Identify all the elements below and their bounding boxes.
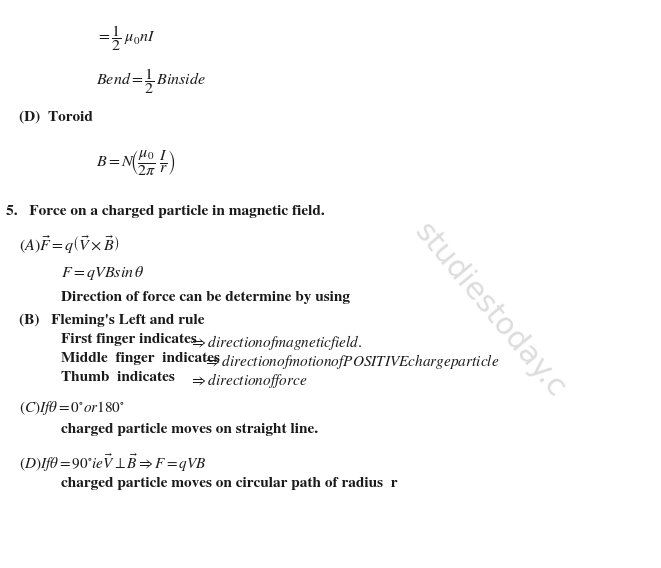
Text: $(A)   \vec{F} = q\left(\vec{V}\times\vec{B}\right)$: $(A) \vec{F} = q\left(\vec{V}\times\vec{… [19,233,120,256]
Text: (D)  Toroid: (D) Toroid [19,111,93,124]
Text: Middle  finger  indicates: Middle finger indicates [61,352,220,365]
Text: studiestoday.c: studiestoday.c [408,217,570,403]
Text: $(C)   If \theta = 0^{\circ} or 180^{\circ}$: $(C) If \theta = 0^{\circ} or 180^{\circ… [19,399,126,417]
Text: Thumb  indicates: Thumb indicates [61,370,175,383]
Text: First finger indicates: First finger indicates [61,333,197,346]
Text: (B)   Fleming's Left and rule: (B) Fleming's Left and rule [19,314,205,327]
Text: $F = qVB sin\,\theta$: $F = qVB sin\,\theta$ [61,264,145,282]
Text: $\Rightarrow direction of motion of  POSITIVE  charge particle$: $\Rightarrow direction of motion of POSI… [202,352,499,371]
Text: $\Rightarrow direction of force$: $\Rightarrow direction of force$ [188,370,307,390]
Text: $\Rightarrow direction of magnetic field.$: $\Rightarrow direction of magnetic field… [188,333,362,352]
Text: $(D)   If \theta = 90^{\circ} ie \vec{V}\perp\vec{B}\Rightarrow F = qVB$: $(D) If \theta = 90^{\circ} ie \vec{V}\p… [19,452,207,474]
Text: Direction of force can be determine by using: Direction of force can be determine by u… [61,291,350,304]
Text: $B = N\!\left(\dfrac{\mu_0}{2\pi}\;\dfrac{I}{r}\right)$: $B = N\!\left(\dfrac{\mu_0}{2\pi}\;\dfra… [96,149,175,178]
Text: 5.   Force on a charged particle in magnetic field.: 5. Force on a charged particle in magnet… [7,206,325,218]
Text: charged particle moves on circular path of radius  r: charged particle moves on circular path … [61,477,398,490]
Text: $= \dfrac{1}{2}\;\mu_0 nI$: $= \dfrac{1}{2}\;\mu_0 nI$ [96,23,155,53]
Text: $Bend = \dfrac{1}{2}\,Binside$: $Bend = \dfrac{1}{2}\,Binside$ [96,66,206,96]
Text: charged particle moves on straight line.: charged particle moves on straight line. [61,423,318,436]
